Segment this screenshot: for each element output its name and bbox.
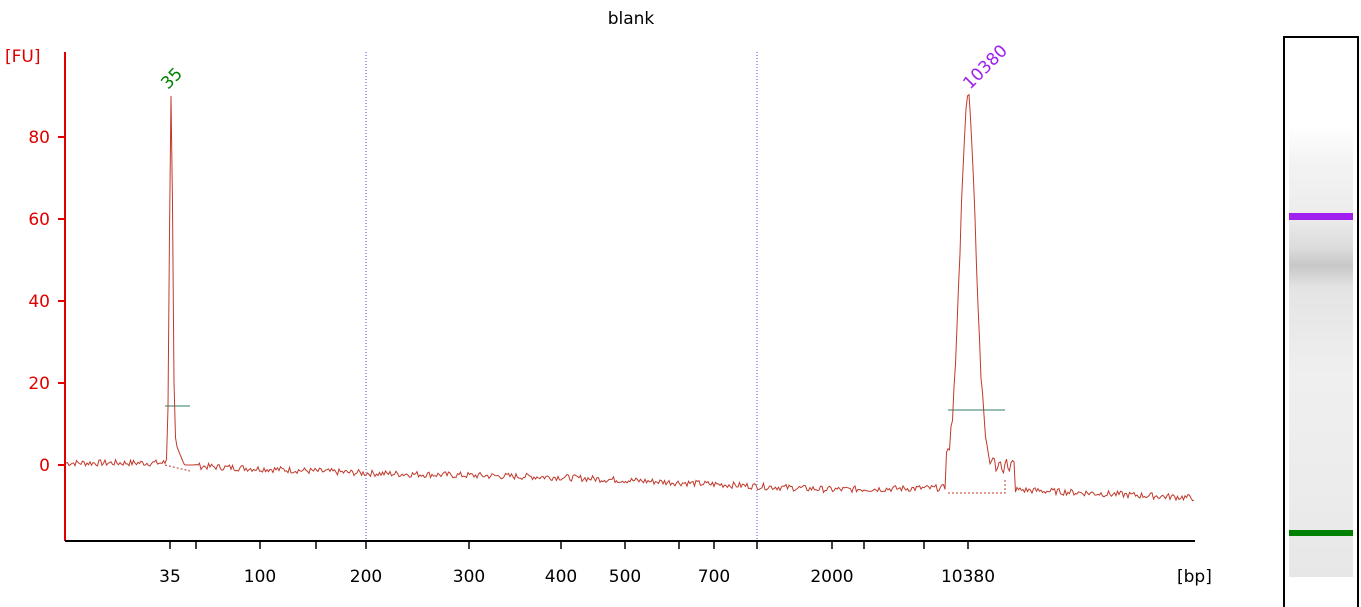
x-tick-label: 2000 <box>810 567 853 587</box>
gel-lane-background <box>1289 126 1353 577</box>
gel-lane <box>1283 36 1359 607</box>
x-tick-label: 400 <box>545 567 577 587</box>
trace-line <box>65 93 1195 502</box>
peak-baseline-marker <box>948 480 1006 494</box>
chart-title: blank <box>608 9 655 29</box>
x-axis-label: [bp] <box>1177 567 1212 587</box>
x-tick-label: 200 <box>350 567 382 587</box>
peak-labels: 35 10380 <box>157 41 1011 93</box>
peak-baseline-marker <box>164 464 191 472</box>
x-tick-label: 10380 <box>941 567 995 587</box>
x-tick-label: 100 <box>244 567 276 587</box>
x-ticks: 35 100 200 300 400 500 700 2000 10380 <box>159 541 995 587</box>
x-tick-label: 35 <box>159 567 181 587</box>
axes <box>64 52 1195 542</box>
y-ticks: 0 20 40 60 80 <box>28 128 65 476</box>
y-tick-label: 80 <box>28 128 50 148</box>
y-axis-label: [FU] <box>5 47 41 67</box>
electropherogram-chart: blank [FU] [bp] 0 20 40 60 80 35 100 200 300 400… <box>5 9 1212 587</box>
y-tick-label: 20 <box>28 374 50 394</box>
x-tick-label: 300 <box>453 567 485 587</box>
gel-band-lower-marker <box>1289 530 1353 536</box>
peak-label: 35 <box>157 64 186 93</box>
x-tick-label: 700 <box>698 567 730 587</box>
peak-label: 10380 <box>959 41 1011 93</box>
peak-markers <box>164 405 1006 494</box>
y-tick-label: 0 <box>39 456 50 476</box>
x-tick-label: 500 <box>609 567 641 587</box>
y-tick-label: 40 <box>28 292 50 312</box>
gel-band-upper-marker <box>1289 213 1353 220</box>
gridlines <box>365 52 758 541</box>
y-tick-label: 60 <box>28 210 50 230</box>
